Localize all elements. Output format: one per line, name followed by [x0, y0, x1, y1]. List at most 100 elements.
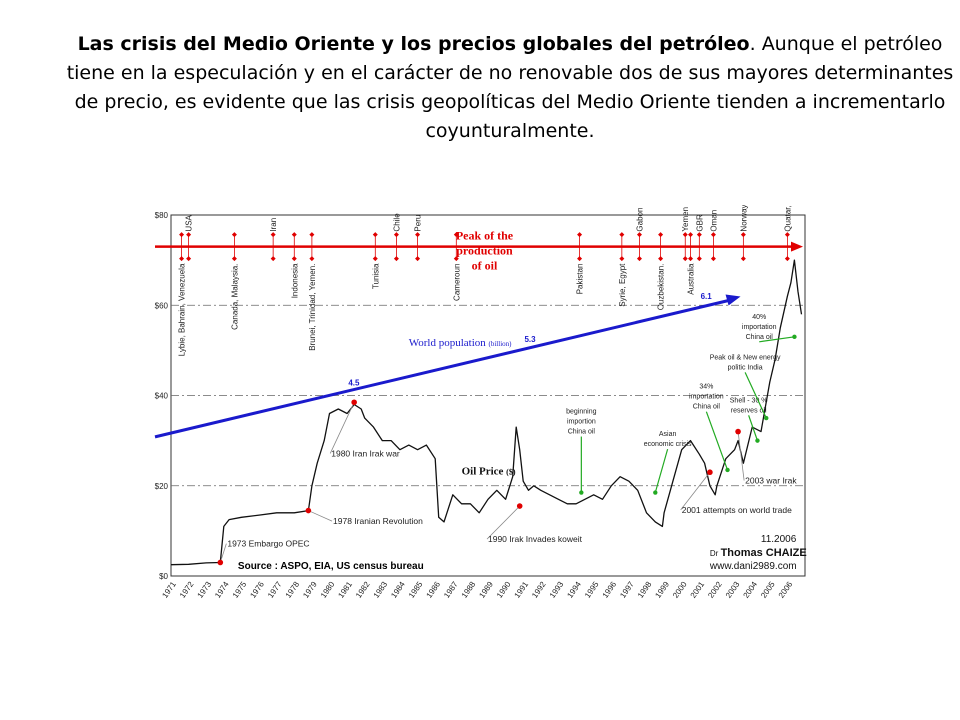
country-marker	[784, 232, 790, 238]
x-tick-label: 1975	[231, 580, 249, 600]
green-note-text: importation	[742, 324, 777, 331]
event-connector	[486, 505, 520, 540]
country-marker	[577, 256, 583, 262]
green-note-text: China oil	[568, 429, 596, 436]
x-tick-label: 1995	[583, 580, 601, 600]
note-marker	[579, 490, 584, 495]
oil-price-line	[170, 259, 803, 566]
country-marker	[415, 232, 421, 238]
country-marker	[179, 256, 185, 262]
green-note-text: Asian	[659, 431, 677, 438]
country-label-top: Yemen	[681, 207, 690, 232]
country-label-top: Iran	[269, 218, 278, 232]
slide-caption: Las crisis del Medio Oriente y los preci…	[60, 30, 960, 146]
country-marker	[291, 232, 297, 238]
x-tick-label: 1972	[178, 580, 196, 600]
x-tick-label: 1996	[601, 580, 619, 600]
event-marker	[516, 503, 523, 509]
event-connector	[219, 543, 227, 563]
note-connector	[705, 411, 729, 471]
x-tick-label: 1984	[389, 580, 407, 600]
country-label-bottom: Ouzbekistan.	[657, 264, 666, 311]
country-label-bottom: Canada, Malaysia.	[230, 264, 239, 330]
x-tick-label: 1974	[213, 580, 231, 600]
x-tick-label: 1979	[301, 580, 319, 600]
green-note-text: 34%	[699, 384, 713, 391]
country-marker	[696, 256, 702, 262]
note-marker	[764, 415, 769, 421]
x-tick-label: 2000	[671, 580, 689, 600]
country-label-bottom: Indonesia	[290, 263, 299, 298]
country-marker	[682, 232, 688, 238]
country-label-top: Chile	[392, 213, 401, 232]
green-note-text: importion	[567, 419, 596, 426]
author-label: Dr Thomas CHAIZE	[710, 547, 807, 559]
event-connector	[308, 510, 333, 522]
country-marker	[453, 256, 459, 262]
country-marker	[619, 256, 625, 262]
population-value-label: 6.1	[701, 292, 713, 301]
x-tick-label: 1987	[442, 580, 460, 600]
x-tick-label: 1988	[460, 580, 478, 600]
green-note-text: reserves oil	[731, 407, 767, 414]
x-tick-label: 1986	[425, 580, 443, 600]
x-tick-label: 1992	[530, 580, 548, 600]
country-label-bottom: Cameroun	[452, 264, 461, 301]
note-marker	[725, 467, 730, 473]
event-marker	[351, 399, 357, 406]
country-label-bottom: Pakistan	[576, 264, 585, 295]
event-connector	[329, 402, 355, 454]
country-marker	[231, 232, 237, 238]
x-tick-label: 1994	[565, 580, 583, 600]
country-label-top: GBR	[695, 214, 704, 232]
x-tick-label: 1997	[618, 580, 636, 600]
x-tick-label: 2006	[777, 580, 795, 600]
country-marker	[393, 256, 399, 262]
country-marker	[372, 232, 378, 238]
world-population-line	[154, 299, 729, 439]
x-tick-label: 1983	[372, 580, 390, 600]
green-note-text: 40%	[752, 314, 766, 321]
country-marker	[415, 256, 421, 262]
country-marker	[393, 232, 399, 238]
x-tick-label: 1998	[636, 580, 654, 600]
country-marker	[372, 256, 378, 262]
country-label-top: Norway, China, Mexico	[739, 205, 748, 232]
note-marker	[653, 490, 658, 495]
country-marker	[710, 256, 716, 262]
note-connector	[744, 372, 767, 419]
country-marker	[636, 256, 642, 262]
event-connector	[737, 431, 745, 481]
oil-price-series-label: Oil Price ($)	[462, 465, 516, 477]
x-tick-label: 1990	[495, 580, 513, 600]
note-connector	[759, 336, 795, 343]
oil-price-chart: $0$20$40$60$80 1971 1972 1973 1974 1975 1976 1…	[154, 205, 807, 600]
country-marker	[710, 232, 716, 238]
y-tick-label: $20	[155, 482, 169, 491]
x-tick-label: 1976	[248, 580, 266, 600]
x-tick-label: 1980	[319, 580, 337, 600]
country-label-top: USA	[185, 214, 194, 231]
x-tick-label: 2005	[759, 580, 777, 600]
y-tick-label: $0	[159, 572, 168, 581]
country-marker	[186, 256, 192, 262]
note-connector	[748, 415, 759, 441]
x-tick-label: 1999	[653, 580, 671, 600]
country-label-bottom: Brunei, Trinidad, Yemen.	[308, 264, 317, 351]
country-marker	[309, 232, 315, 238]
note-connector	[654, 448, 669, 493]
country-marker	[740, 232, 746, 238]
country-label-top: Gabon	[635, 208, 644, 232]
event-marker	[217, 559, 224, 566]
event-label: 2001 attempts on world trade	[682, 505, 792, 515]
country-marker	[186, 232, 192, 238]
event-label: 1980 Iran Irak war	[331, 448, 400, 458]
population-arrowhead	[725, 294, 741, 306]
country-marker	[231, 256, 237, 262]
x-tick-label: 1991	[513, 580, 531, 600]
source-label: Source : ASPO, EIA, US census bureau	[238, 561, 424, 572]
country-marker	[696, 232, 702, 238]
green-note-text: China oil	[693, 404, 721, 411]
country-marker	[619, 232, 625, 238]
x-tick-label: 1973	[196, 580, 214, 600]
